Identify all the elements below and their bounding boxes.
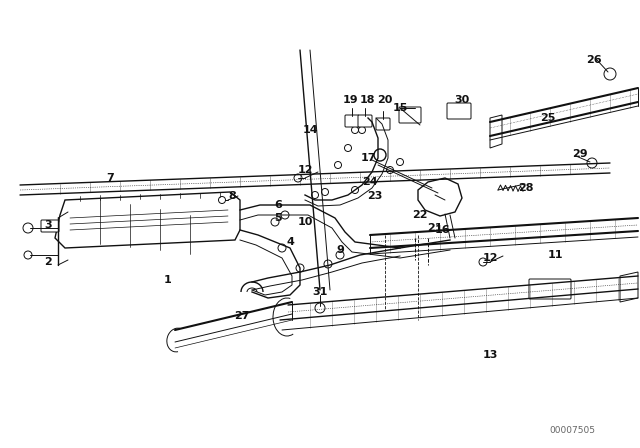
Text: 28: 28 bbox=[518, 183, 534, 193]
Text: 31: 31 bbox=[312, 287, 328, 297]
Text: 7: 7 bbox=[106, 173, 114, 183]
Text: 25: 25 bbox=[540, 113, 556, 123]
Text: 1: 1 bbox=[164, 275, 172, 285]
Text: 00007505: 00007505 bbox=[549, 426, 595, 435]
FancyBboxPatch shape bbox=[376, 118, 390, 130]
FancyBboxPatch shape bbox=[529, 279, 571, 299]
Text: 23: 23 bbox=[367, 191, 383, 201]
Text: 8: 8 bbox=[228, 191, 236, 201]
Text: 30: 30 bbox=[454, 95, 470, 105]
FancyBboxPatch shape bbox=[447, 103, 471, 119]
Text: 9: 9 bbox=[336, 245, 344, 255]
FancyBboxPatch shape bbox=[345, 115, 359, 127]
Text: 14: 14 bbox=[302, 125, 318, 135]
Text: 27: 27 bbox=[234, 311, 250, 321]
Text: 18: 18 bbox=[359, 95, 375, 105]
Text: 6: 6 bbox=[274, 200, 282, 210]
Text: 12: 12 bbox=[483, 253, 498, 263]
FancyBboxPatch shape bbox=[358, 115, 372, 127]
Text: 5: 5 bbox=[274, 213, 282, 223]
FancyBboxPatch shape bbox=[399, 107, 421, 123]
Text: 19: 19 bbox=[342, 95, 358, 105]
Text: 20: 20 bbox=[378, 95, 393, 105]
Text: 4: 4 bbox=[286, 237, 294, 247]
Text: 24: 24 bbox=[362, 177, 378, 187]
Text: 22: 22 bbox=[412, 210, 428, 220]
Text: 26: 26 bbox=[586, 55, 602, 65]
Text: 12: 12 bbox=[297, 165, 313, 175]
Text: 16: 16 bbox=[434, 225, 450, 235]
Text: 29: 29 bbox=[572, 149, 588, 159]
Text: 15: 15 bbox=[392, 103, 408, 113]
Text: 3: 3 bbox=[44, 220, 52, 230]
Text: 11: 11 bbox=[547, 250, 563, 260]
Text: 13: 13 bbox=[483, 350, 498, 360]
FancyBboxPatch shape bbox=[41, 220, 59, 232]
Text: 21: 21 bbox=[428, 223, 443, 233]
Text: 17: 17 bbox=[360, 153, 376, 163]
Text: 10: 10 bbox=[298, 217, 313, 227]
Text: 2: 2 bbox=[44, 257, 52, 267]
